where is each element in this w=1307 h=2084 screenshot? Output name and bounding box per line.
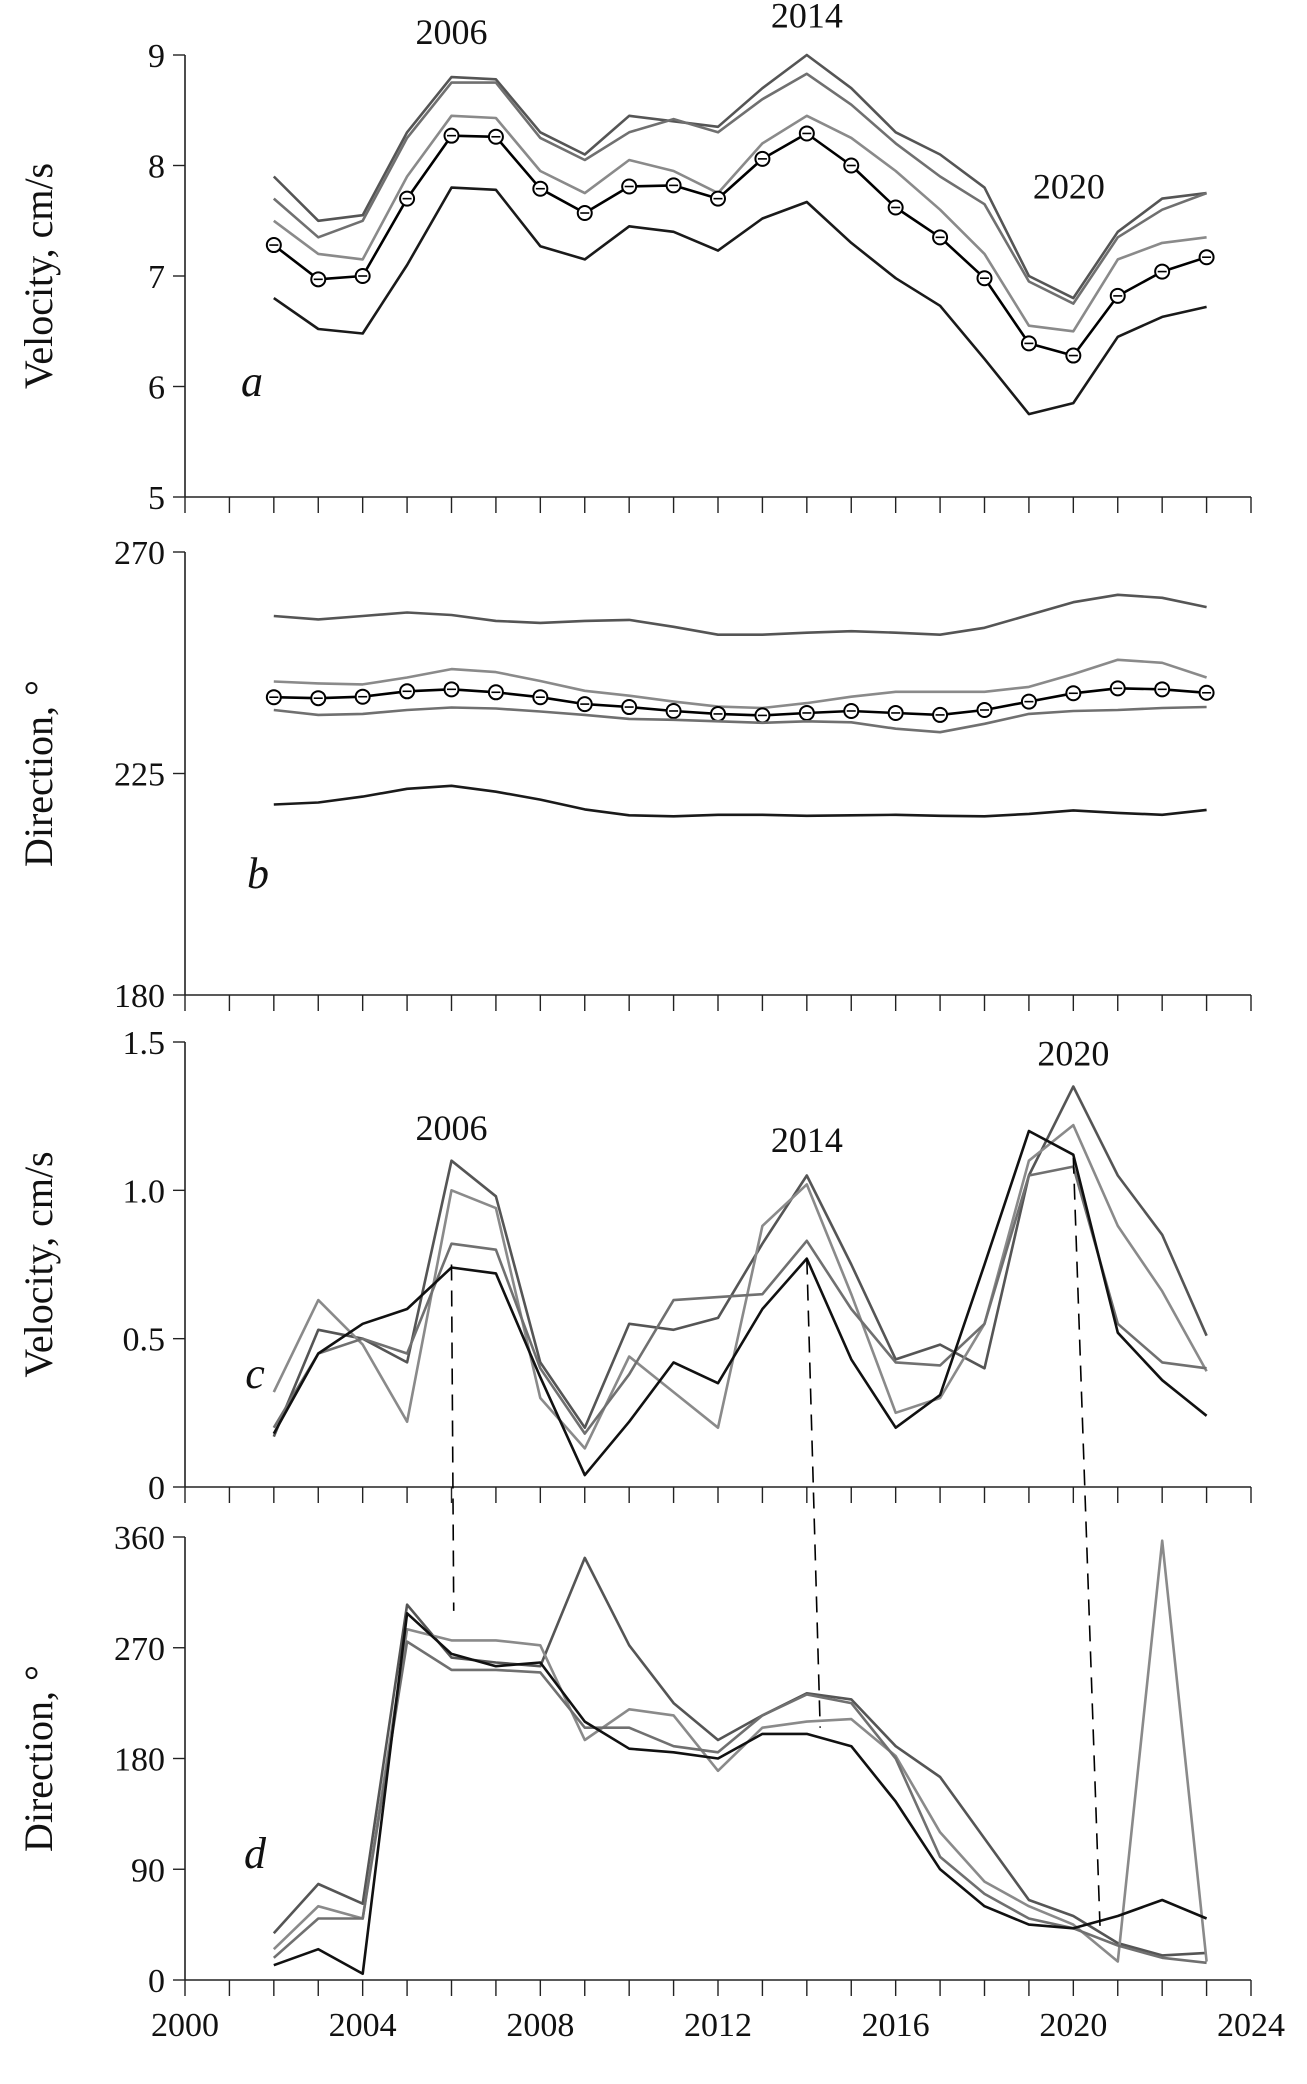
series-line-1 bbox=[273, 593, 1207, 637]
panel-letter: c bbox=[245, 1349, 265, 1398]
panel-letter: d bbox=[244, 1829, 267, 1878]
y-tick-label: 0 bbox=[148, 1963, 165, 2000]
x-tick-label: 2012 bbox=[684, 2007, 752, 2044]
series-line-2 bbox=[272, 72, 1208, 305]
y-tick-label: 180 bbox=[114, 1742, 165, 1779]
x-tick-label: 2000 bbox=[151, 2007, 219, 2044]
y-tick-label: 5 bbox=[148, 480, 165, 517]
panel-letter: a bbox=[241, 357, 263, 406]
series-line-4 bbox=[273, 132, 1208, 357]
year-annotation: 2006 bbox=[416, 1108, 488, 1148]
y-tick-label: 1.0 bbox=[123, 1173, 166, 1210]
panel-c-velocity-chart: 0 0.5 1.0 1.5 Velocity, cm/s c 2006 2014 2020 bbox=[16, 1025, 1252, 1507]
y-tick-label: 1.5 bbox=[123, 1025, 166, 1062]
y-axis-label: Direction, ° bbox=[16, 680, 61, 867]
series-line-2 bbox=[272, 1539, 1208, 1963]
x-tick-label: 2016 bbox=[862, 2007, 930, 2044]
y-tick-label: 7 bbox=[148, 259, 165, 296]
y-tick-label: 8 bbox=[148, 149, 165, 186]
series-line-2 bbox=[273, 658, 1208, 710]
y-tick-label: 6 bbox=[148, 370, 165, 407]
y-tick-label: 0.5 bbox=[123, 1322, 166, 1359]
panel-a-velocity-chart: 5 6 7 8 9 Velocity, cm/s a 2006 2014 2020 bbox=[16, 0, 1252, 517]
series-line-3 bbox=[273, 686, 1207, 717]
year-annotation: 2020 bbox=[1033, 167, 1105, 207]
series-line-3 bbox=[273, 114, 1207, 333]
series-line-4 bbox=[273, 1612, 1208, 1976]
x-tick-label: 2020 bbox=[1039, 2007, 1107, 2044]
series-line-3 bbox=[272, 1165, 1207, 1435]
year-annotation: 2006 bbox=[416, 12, 488, 52]
y-axis-label: Direction, ° bbox=[16, 1665, 61, 1852]
series-line-4 bbox=[272, 1129, 1208, 1477]
x-tick-label: 2024 bbox=[1217, 2007, 1285, 2044]
series-line-5 bbox=[273, 186, 1207, 416]
y-axis-label: Velocity, cm/s bbox=[16, 163, 61, 389]
y-tick-label: 270 bbox=[114, 1631, 165, 1668]
y-tick-label: 0 bbox=[148, 1470, 165, 1507]
series-line-3 bbox=[272, 1640, 1207, 1965]
series-line-4 bbox=[273, 705, 1207, 734]
series-line-5 bbox=[273, 784, 1207, 818]
series-line-1 bbox=[272, 53, 1207, 300]
y-tick-label: 360 bbox=[114, 1520, 165, 1557]
series-line-2 bbox=[272, 1123, 1208, 1450]
year-annotation: 2014 bbox=[771, 0, 843, 35]
x-tick-label: 2004 bbox=[329, 2007, 397, 2044]
event-dashed-line bbox=[1072, 1157, 1101, 1926]
y-axis-label: Velocity, cm/s bbox=[16, 1151, 61, 1377]
y-tick-label: 9 bbox=[148, 38, 165, 75]
y-tick-label: 180 bbox=[114, 978, 165, 1015]
series-line-1 bbox=[272, 1556, 1207, 1957]
y-tick-label: 225 bbox=[114, 757, 165, 794]
series-line-1 bbox=[272, 1085, 1208, 1438]
event-dashed-lines bbox=[450, 1157, 1101, 1926]
year-annotation: 2020 bbox=[1037, 1034, 1109, 1074]
event-dashed-line bbox=[450, 1264, 455, 1611]
panel-b-direction-chart: 180 225 270 Direction, ° b bbox=[16, 535, 1252, 1015]
y-tick-label: 90 bbox=[131, 1852, 165, 1889]
y-tick-label: 270 bbox=[114, 535, 165, 572]
panel-letter: b bbox=[247, 849, 269, 898]
panel-d-direction-chart: 0 90 180 270 360 2000 2004 2008 2012 2016 2020 2024… bbox=[16, 1520, 1285, 2044]
event-dashed-line bbox=[806, 1258, 821, 1728]
year-annotation: 2014 bbox=[771, 1120, 843, 1160]
x-tick-label: 2008 bbox=[506, 2007, 574, 2044]
